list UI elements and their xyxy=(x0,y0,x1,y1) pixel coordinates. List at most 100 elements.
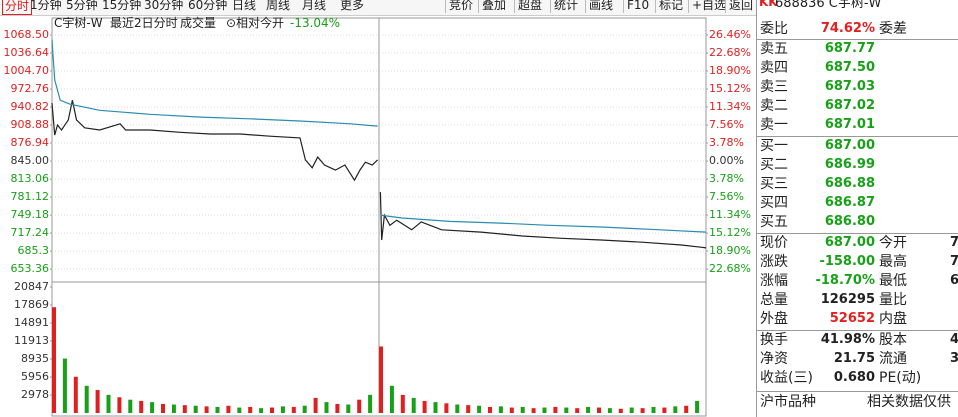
stock-title: 688836 C宇树-W xyxy=(775,0,882,11)
y2-tick-label: 7.56% xyxy=(709,190,744,203)
volume-bar xyxy=(324,402,329,413)
volume-bar xyxy=(270,407,274,413)
tab[interactable]: 更多 xyxy=(340,0,365,12)
volume-bar xyxy=(695,400,700,413)
y-tick-label: 1004.70 xyxy=(4,64,50,77)
field-value: 3 xyxy=(949,351,958,366)
tab[interactable]: 周线 xyxy=(266,0,291,12)
y2-tick-label: 18.90% xyxy=(709,64,751,77)
tool-button[interactable]: 统计 xyxy=(550,0,578,13)
field-label: 卖四 xyxy=(760,60,788,76)
field-value: 686.80 xyxy=(824,214,875,229)
y2-tick-label: 0.00% xyxy=(709,154,744,167)
tab[interactable]: 月线 xyxy=(302,0,327,12)
volume-bar xyxy=(684,405,689,413)
tool-button[interactable]: 超盘 xyxy=(514,0,542,13)
tab[interactable]: 60分钟 xyxy=(188,0,228,12)
y-tick-label: 17869 xyxy=(14,298,49,311)
volume-bar xyxy=(357,399,362,413)
y2-tick-label: 18.90% xyxy=(709,244,751,257)
field-label: 总量 xyxy=(760,292,788,308)
field-label: 买四 xyxy=(760,195,788,211)
tab[interactable]: 5分钟 xyxy=(66,0,98,12)
field-value: 686.87 xyxy=(824,195,875,210)
y-tick-label: 1068.50 xyxy=(4,28,50,41)
volume-bar xyxy=(313,397,318,413)
field-value: 687.00 xyxy=(824,235,875,250)
y-tick-label: 845.00 xyxy=(11,154,50,167)
field-label: 买五 xyxy=(760,214,788,230)
volume-bar xyxy=(379,346,383,413)
separator xyxy=(757,136,958,137)
tool-button[interactable]: 标记 xyxy=(655,0,683,13)
field-label: 委比 xyxy=(760,21,788,37)
field-label: 量比 xyxy=(879,292,907,308)
field-value: 52652 xyxy=(829,311,875,326)
field-label: 买三 xyxy=(760,176,788,192)
volume-bar xyxy=(52,307,56,413)
volume-bar xyxy=(193,405,198,413)
y-tick-label: 8935 xyxy=(21,352,49,365)
y2-tick-label: 7.56% xyxy=(709,118,744,131)
tab[interactable]: 分时 xyxy=(2,0,33,15)
volume-bar xyxy=(161,403,165,413)
tab[interactable]: 30分钟 xyxy=(144,0,184,12)
price-line xyxy=(51,39,707,233)
field-label: 换手 xyxy=(760,332,788,348)
y-tick-label: 11913 xyxy=(14,334,49,347)
volume-bar xyxy=(651,406,656,413)
tool-button[interactable]: F10 xyxy=(623,0,649,13)
volume-bar xyxy=(346,404,351,413)
field-label: 卖三 xyxy=(760,79,788,95)
volume-bar xyxy=(171,404,176,413)
tool-button[interactable]: 返回 xyxy=(725,0,753,13)
field-label: 内盘 xyxy=(879,311,907,327)
y2-tick-label: 15.12% xyxy=(709,82,751,95)
volume-bar xyxy=(422,400,427,413)
y2-tick-label: 22.68% xyxy=(709,262,751,275)
tool-button[interactable]: 竞价 xyxy=(445,0,473,13)
volume-bar xyxy=(531,408,536,413)
chart-header-mode: ⊙相对今开 xyxy=(226,16,285,30)
y-tick-label: 749.18 xyxy=(11,208,50,221)
volume-bar xyxy=(607,408,612,413)
tool-button[interactable]: +自选 xyxy=(688,0,726,13)
field-label: 涨跌 xyxy=(760,254,788,270)
y2-tick-label: 11.34% xyxy=(709,100,751,113)
volume-bar xyxy=(84,385,89,413)
chart-area: 1068.50 1036.64 1004.70 972.76 940.82 908.88 8… xyxy=(4,17,751,417)
footer-tab[interactable]: 沪市品种 xyxy=(760,394,816,410)
tab[interactable]: 1分钟 xyxy=(30,0,62,12)
volume-bar xyxy=(215,406,220,413)
volume-bar xyxy=(291,406,296,413)
y2-tick-label: 15.12% xyxy=(709,226,751,239)
field-label: 最低 xyxy=(879,273,907,289)
tab[interactable]: 15分钟 xyxy=(102,0,142,12)
volume-bar xyxy=(128,399,133,413)
tab[interactable]: 日线 xyxy=(232,0,257,12)
volume-bar xyxy=(455,404,460,413)
volume-bar xyxy=(629,407,634,413)
volume-bar xyxy=(618,408,623,413)
volume-bar xyxy=(444,403,449,413)
y-tick-label: 14891 xyxy=(14,316,49,329)
field-label: 收益(三) xyxy=(760,370,813,386)
volume-bar xyxy=(586,406,591,413)
field-value: 4 xyxy=(949,332,958,347)
volume-bar xyxy=(400,394,405,413)
chart-header-name: C宇树-W xyxy=(54,16,103,30)
field-value: 21.75 xyxy=(833,351,875,366)
y-tick-label: 5956 xyxy=(21,370,49,383)
field-value: -18.70% xyxy=(815,273,875,288)
y-tick-label: 685.3 xyxy=(18,244,50,257)
field-value: 686.88 xyxy=(824,176,875,191)
field-value: 687.77 xyxy=(824,41,875,56)
volume-bar xyxy=(509,407,514,413)
tool-button[interactable]: 画线 xyxy=(585,0,613,13)
volume-bar xyxy=(389,385,394,413)
footer-tab[interactable]: 相关数据仅供 xyxy=(867,394,951,410)
tool-button[interactable]: 叠加 xyxy=(478,0,506,13)
volume-bar xyxy=(520,406,525,413)
field-label: PE(动) xyxy=(879,370,922,386)
volume-bar xyxy=(259,408,264,413)
